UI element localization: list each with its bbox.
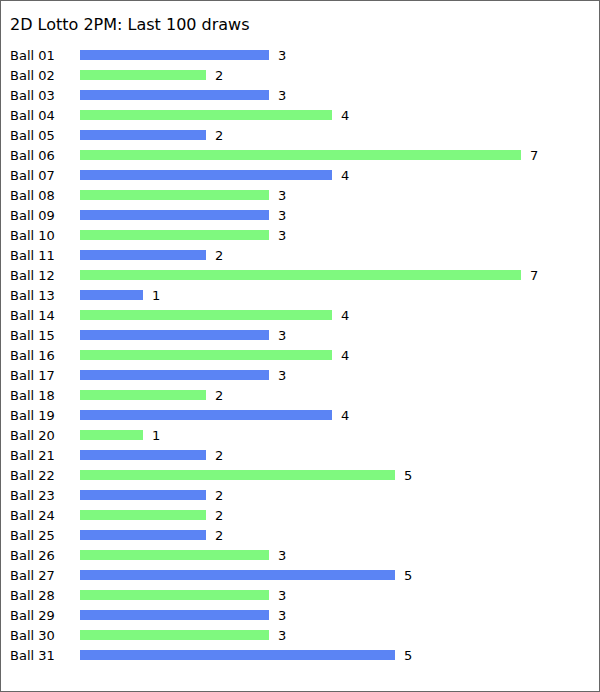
data-label: 3 — [278, 548, 286, 563]
data-label: 3 — [278, 48, 286, 63]
bar — [80, 550, 269, 560]
bar — [80, 630, 269, 640]
category-label: Ball 06 — [10, 148, 55, 163]
category-label: Ball 09 — [10, 208, 55, 223]
bar — [80, 510, 206, 520]
data-label: 1 — [152, 288, 160, 303]
data-label: 2 — [215, 388, 223, 403]
bar — [80, 230, 269, 240]
bar — [80, 150, 521, 160]
bar — [80, 210, 269, 220]
category-label: Ball 28 — [10, 588, 55, 603]
data-label: 2 — [215, 68, 223, 83]
category-label: Ball 04 — [10, 108, 55, 123]
category-label: Ball 17 — [10, 368, 55, 383]
bar — [80, 130, 206, 140]
data-label: 3 — [278, 208, 286, 223]
bar — [80, 350, 332, 360]
data-label: 7 — [530, 148, 538, 163]
bar — [80, 250, 206, 260]
category-label: Ball 12 — [10, 268, 55, 283]
category-label: Ball 11 — [10, 248, 55, 263]
category-label: Ball 02 — [10, 68, 55, 83]
category-label: Ball 31 — [10, 648, 55, 663]
bar — [80, 90, 269, 100]
frame — [1, 1, 600, 692]
category-label: Ball 24 — [10, 508, 55, 523]
bar — [80, 390, 206, 400]
category-label: Ball 07 — [10, 168, 55, 183]
bar — [80, 370, 269, 380]
bar — [80, 490, 206, 500]
data-label: 4 — [341, 108, 349, 123]
data-label: 7 — [530, 268, 538, 283]
data-label: 2 — [215, 248, 223, 263]
category-label: Ball 18 — [10, 388, 55, 403]
category-label: Ball 08 — [10, 188, 55, 203]
bar — [80, 470, 395, 480]
data-label: 5 — [404, 648, 412, 663]
data-label: 4 — [341, 348, 349, 363]
data-label: 5 — [404, 568, 412, 583]
category-label: Ball 03 — [10, 88, 55, 103]
bars — [80, 50, 521, 660]
category-label: Ball 21 — [10, 448, 55, 463]
bar — [80, 430, 143, 440]
chart-container: 2D Lotto 2PM: Last 100 draws Ball 01 3 Ball… — [0, 0, 600, 692]
bar — [80, 290, 143, 300]
category-label: Ball 23 — [10, 488, 55, 503]
data-label: 2 — [215, 448, 223, 463]
data-label: 3 — [278, 368, 286, 383]
bar — [80, 190, 269, 200]
bar — [80, 590, 269, 600]
category-label: Ball 26 — [10, 548, 55, 563]
title: 2D Lotto 2PM: Last 100 draws — [10, 15, 250, 34]
data-label: 3 — [278, 188, 286, 203]
data-label: 3 — [278, 228, 286, 243]
data-label: 3 — [278, 628, 286, 643]
data-label: 4 — [341, 168, 349, 183]
data-label: 3 — [278, 588, 286, 603]
data-label: 2 — [215, 128, 223, 143]
category-label: Ball 14 — [10, 308, 55, 323]
bar — [80, 450, 206, 460]
data-label: 1 — [152, 428, 160, 443]
bar — [80, 410, 332, 420]
data-label: 2 — [215, 508, 223, 523]
bar — [80, 610, 269, 620]
category-label: Ball 30 — [10, 628, 55, 643]
bar — [80, 650, 395, 660]
data-label: 3 — [278, 88, 286, 103]
category-label: Ball 10 — [10, 228, 55, 243]
category-label: Ball 19 — [10, 408, 55, 423]
category-label: Ball 05 — [10, 128, 55, 143]
category-label: Ball 20 — [10, 428, 55, 443]
category-label: Ball 25 — [10, 528, 55, 543]
bar — [80, 50, 269, 60]
category-label: Ball 29 — [10, 608, 55, 623]
category-label: Ball 01 — [10, 48, 55, 63]
data-label: 2 — [215, 528, 223, 543]
data-label: 3 — [278, 328, 286, 343]
bar — [80, 570, 395, 580]
bar — [80, 330, 269, 340]
data-label: 5 — [404, 468, 412, 483]
chart-svg: 2D Lotto 2PM: Last 100 draws Ball 01 3 Ball… — [0, 0, 600, 692]
category-label: Ball 15 — [10, 328, 55, 343]
data-label: 4 — [341, 308, 349, 323]
bar — [80, 270, 521, 280]
category-label: Ball 16 — [10, 348, 55, 363]
category-label: Ball 13 — [10, 288, 55, 303]
bar — [80, 310, 332, 320]
data-label: 3 — [278, 608, 286, 623]
bar — [80, 170, 332, 180]
bar — [80, 110, 332, 120]
bar — [80, 70, 206, 80]
category-label: Ball 27 — [10, 568, 55, 583]
category-label: Ball 22 — [10, 468, 55, 483]
data-label: 4 — [341, 408, 349, 423]
data-label: 2 — [215, 488, 223, 503]
bar — [80, 530, 206, 540]
